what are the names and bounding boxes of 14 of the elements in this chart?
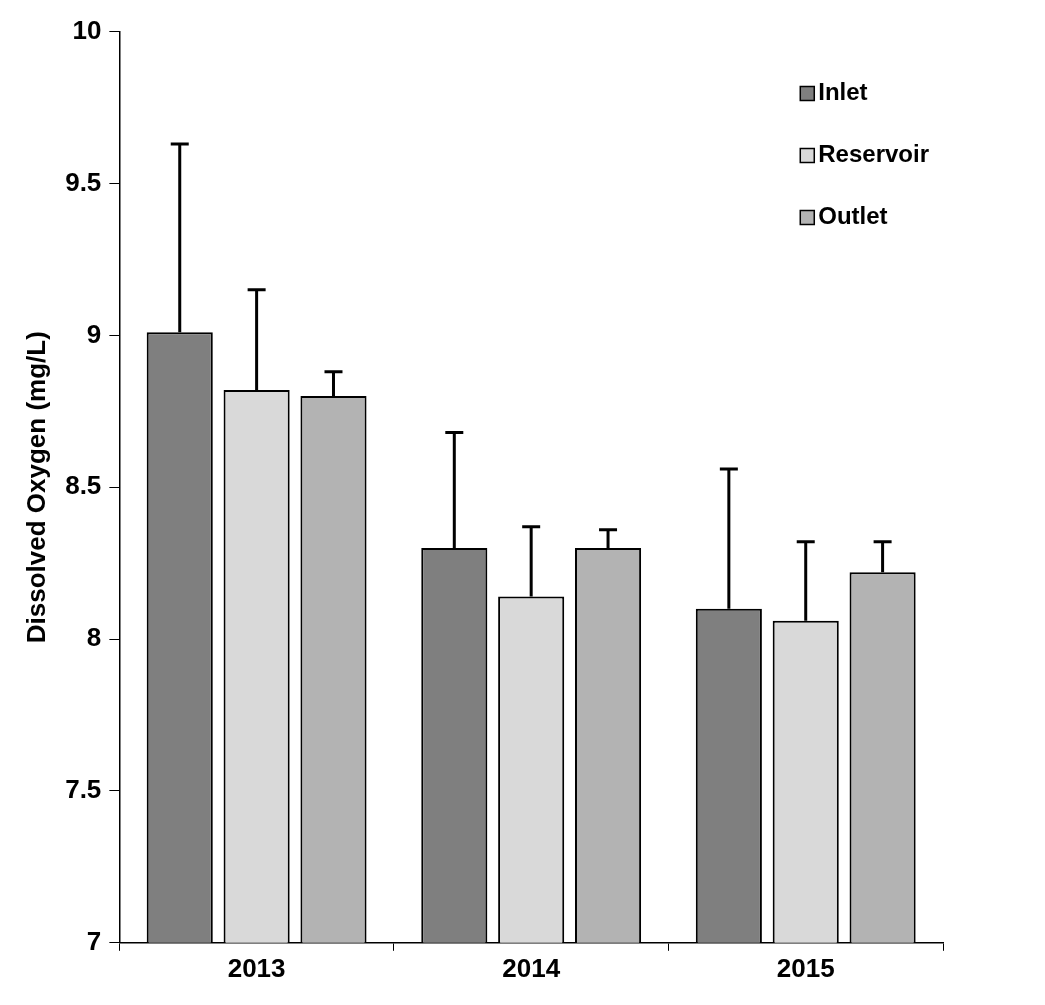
legend-label: Reservoir [818, 140, 929, 168]
y-tick-label: 7.5 [65, 774, 102, 805]
legend-label: Outlet [818, 202, 888, 230]
y-tick-label: 7 [86, 925, 102, 956]
legend-label: Inlet [818, 78, 868, 106]
y-tick-label: 9.5 [65, 166, 102, 197]
x-tick-label: 2013 [227, 952, 286, 983]
y-tick-label: 10 [72, 14, 102, 45]
y-tick-label: 8.5 [65, 470, 102, 501]
y-axis-title: Dissolved Oxygen (mg/L) [20, 331, 51, 644]
y-tick-label: 9 [86, 318, 102, 349]
y-tick-label: 8 [86, 622, 102, 653]
x-tick-label: 2015 [776, 952, 835, 983]
x-tick-label: 2014 [502, 952, 561, 983]
